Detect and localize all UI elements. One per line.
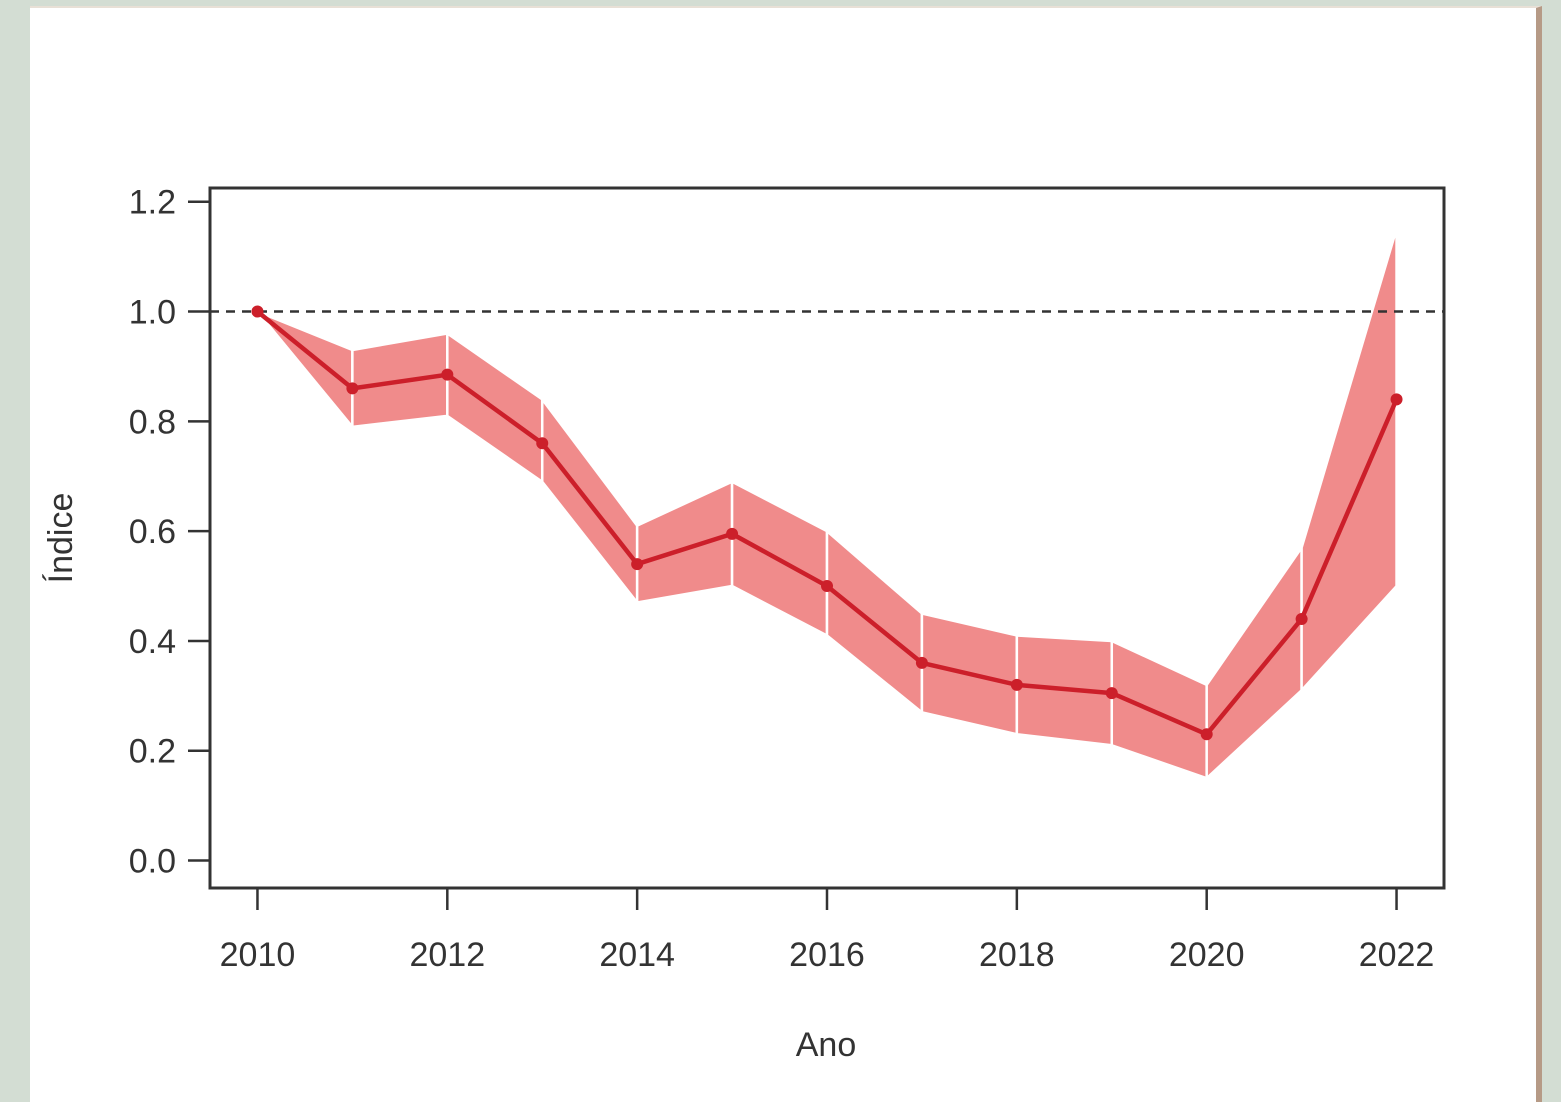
y-tick-label: 0.8: [129, 403, 176, 441]
y-tick-label: 1.2: [129, 184, 176, 222]
data-point: [251, 305, 264, 318]
y-tick-label: 0.4: [129, 623, 176, 661]
confidence-band-segment: [1110, 638, 1208, 780]
data-point: [441, 368, 454, 381]
y-axis-title: Índice: [42, 493, 80, 584]
data-point: [726, 527, 739, 540]
x-tick-label: 2020: [1169, 936, 1245, 974]
y-tick-label: 1.0: [129, 294, 176, 332]
x-tick-label: 2016: [789, 936, 865, 974]
x-axis-title: Ano: [796, 1026, 857, 1064]
data-point: [915, 656, 928, 669]
data-point: [346, 382, 359, 395]
confidence-band-segment: [1300, 228, 1398, 694]
x-axis: 2010 2012 2014 2016 2018 2020 2022: [220, 888, 1435, 974]
y-tick-label: 0.2: [129, 733, 176, 771]
y-axis: 0.0 0.2 0.4 0.6 0.8 1.0 1.2: [129, 184, 210, 881]
index-line-chart: 0.00.20.40.60.81.01.2 2010 2012 2014 2016 20…: [42, 184, 1446, 1064]
data-point: [1010, 678, 1023, 691]
x-tick-label: 2012: [409, 936, 485, 974]
data-point: [1295, 612, 1308, 625]
data-point: [1390, 393, 1403, 406]
x-tick-label: 2010: [220, 936, 296, 974]
data-point: [536, 437, 549, 450]
x-tick-label: 2018: [979, 936, 1055, 974]
data-point: [1105, 687, 1118, 700]
data-point: [1200, 728, 1213, 741]
series-points-group: [251, 305, 1403, 741]
x-tick-label: 2014: [599, 936, 675, 974]
data-point: [821, 580, 833, 593]
y-tick-label: 0.6: [129, 513, 176, 551]
x-tick-label: 2022: [1359, 936, 1435, 974]
data-point: [631, 558, 644, 571]
y-tick-label: 0.0: [129, 843, 176, 881]
confidence-band-segment: [256, 310, 354, 431]
confidence-band-segment: [635, 479, 734, 604]
figure-panel: 0.0 0.2 0.4 0.6 0.8 1.0 1.2 2010 2012 2014 2016 20…: [30, 6, 1542, 1102]
confidence-band-segment: [1205, 543, 1303, 782]
